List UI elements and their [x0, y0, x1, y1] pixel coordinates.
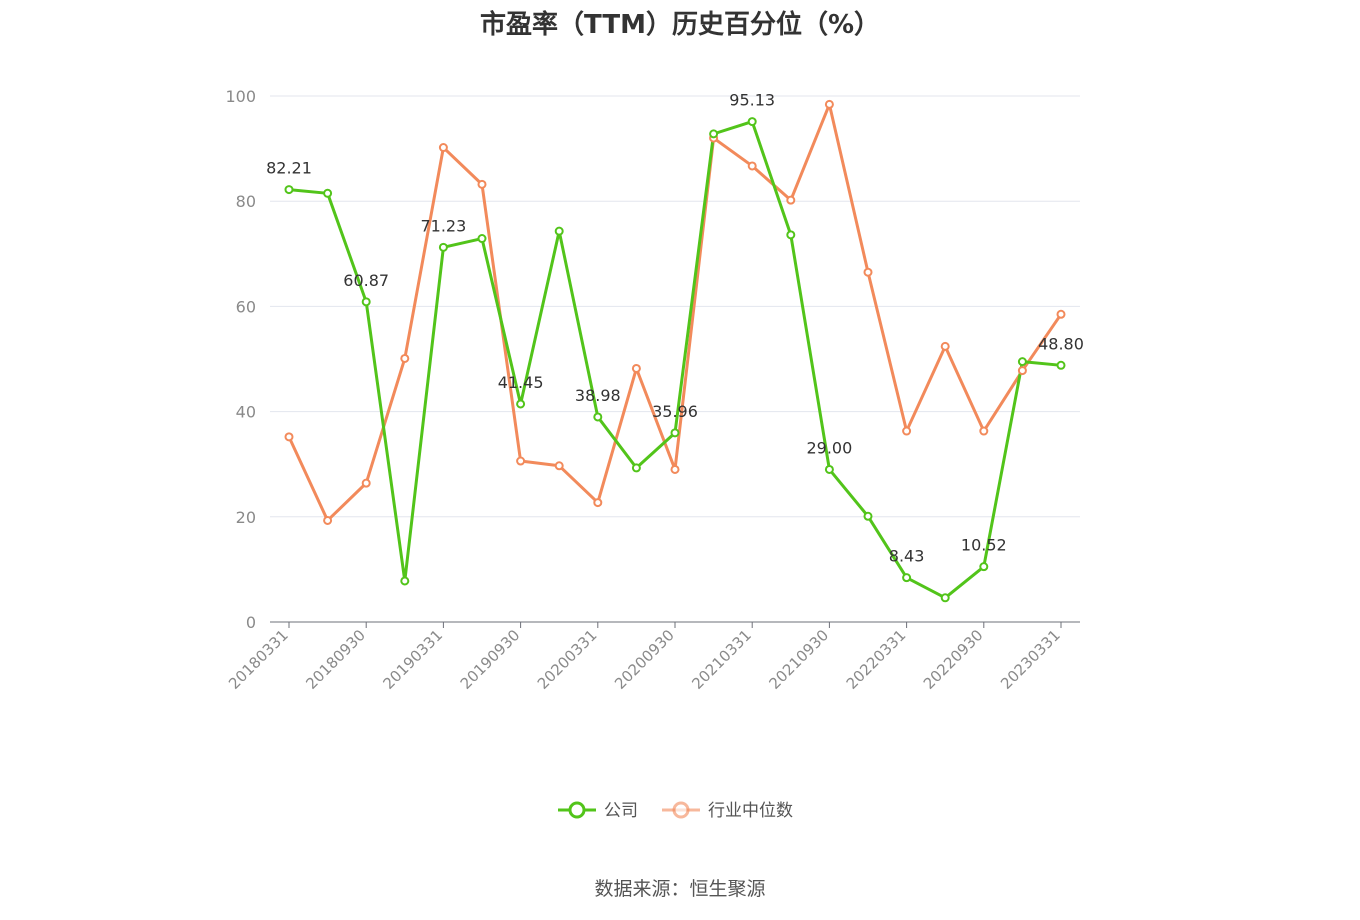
data-label: 48.80: [1038, 334, 1084, 353]
x-tick-label: 20220930: [920, 626, 987, 693]
legend-marker: [672, 801, 690, 819]
data-point: [438, 143, 448, 153]
legend-marker: [568, 801, 586, 819]
y-axis-ticks: 0 20 40 60 80 100: [225, 87, 256, 632]
data-label: 10.52: [961, 536, 1007, 555]
series-line: [287, 102, 1063, 522]
data-point: [323, 515, 333, 525]
data-label: 8.43: [889, 547, 925, 566]
data-point: [670, 428, 680, 438]
legend-item[interactable]: 行业中位数: [662, 801, 793, 821]
data-point: [593, 412, 603, 422]
y-tick-label: 100: [225, 87, 256, 106]
data-point: [747, 117, 757, 127]
data-label: 41.45: [498, 373, 544, 392]
data-point: [979, 426, 989, 436]
source-note: 数据来源：恒生聚源: [594, 878, 766, 900]
x-tick-label: 20210331: [688, 626, 755, 693]
data-label: 95.13: [729, 91, 775, 110]
series-lines: [287, 102, 1063, 600]
data-label: 71.23: [420, 216, 466, 235]
x-tick-label: 20200930: [611, 626, 678, 693]
data-point: [516, 456, 526, 466]
legend[interactable]: 公司 行业中位数: [558, 801, 793, 821]
x-tick-label: 20220331: [843, 626, 910, 693]
legend-item[interactable]: 公司: [558, 801, 638, 821]
y-tick-label: 0: [246, 613, 256, 632]
data-point: [1017, 357, 1027, 367]
data-point: [477, 179, 487, 189]
y-tick-label: 40: [236, 403, 256, 422]
y-tick-label: 60: [236, 297, 256, 316]
data-point: [824, 464, 834, 474]
data-labels: 82.21 60.87 71.23 41.45 38.98 35.96 95.13 29.00…: [266, 91, 1084, 566]
data-point: [747, 161, 757, 171]
data-point: [786, 230, 796, 240]
chart-title: 市盈率（TTM）历史百分位（%）: [480, 10, 880, 40]
data-point: [863, 267, 873, 277]
data-point: [593, 498, 603, 508]
data-point: [631, 463, 641, 473]
y-tick-label: 20: [236, 508, 256, 527]
data-label: 82.21: [266, 159, 312, 178]
data-label: 60.87: [343, 271, 389, 290]
data-point: [361, 478, 371, 488]
data-point: [1056, 360, 1066, 370]
data-point: [400, 353, 410, 363]
x-tick-label: 20180930: [302, 626, 369, 693]
x-tick-label: 20230331: [997, 626, 1064, 693]
data-point: [284, 432, 294, 442]
data-point: [361, 297, 371, 307]
data-point: [902, 573, 912, 583]
data-point: [824, 99, 834, 109]
data-point: [400, 576, 410, 586]
legend-label: 行业中位数: [708, 801, 793, 821]
x-tick-label: 20210930: [766, 626, 833, 693]
legend-label: 公司: [604, 801, 638, 821]
x-tick-label: 20190331: [380, 626, 447, 693]
data-point: [554, 226, 564, 236]
data-point: [631, 363, 641, 373]
data-point: [516, 399, 526, 409]
grid-lines: [270, 95, 1080, 518]
data-point: [863, 511, 873, 521]
data-point: [786, 195, 796, 205]
data-point: [979, 562, 989, 572]
data-point: [323, 188, 333, 198]
y-tick-label: 80: [236, 192, 256, 211]
data-point: [554, 461, 564, 471]
data-label: 29.00: [806, 438, 852, 457]
data-point: [670, 464, 680, 474]
x-tick-label: 20180331: [225, 626, 292, 693]
data-point: [438, 242, 448, 252]
data-point: [902, 426, 912, 436]
data-points: [284, 99, 1066, 603]
data-point: [940, 593, 950, 603]
data-point: [1017, 366, 1027, 376]
x-tick-label: 20200331: [534, 626, 601, 693]
data-label: 38.98: [575, 386, 621, 405]
data-label: 35.96: [652, 402, 698, 421]
x-axis: 20180331 20180930 20190331 20190930 20200331…: [225, 621, 1080, 693]
data-point: [709, 129, 719, 139]
data-point: [1056, 309, 1066, 319]
data-point: [284, 185, 294, 195]
data-point: [940, 341, 950, 351]
x-tick-label: 20190930: [457, 626, 524, 693]
data-point: [477, 234, 487, 244]
